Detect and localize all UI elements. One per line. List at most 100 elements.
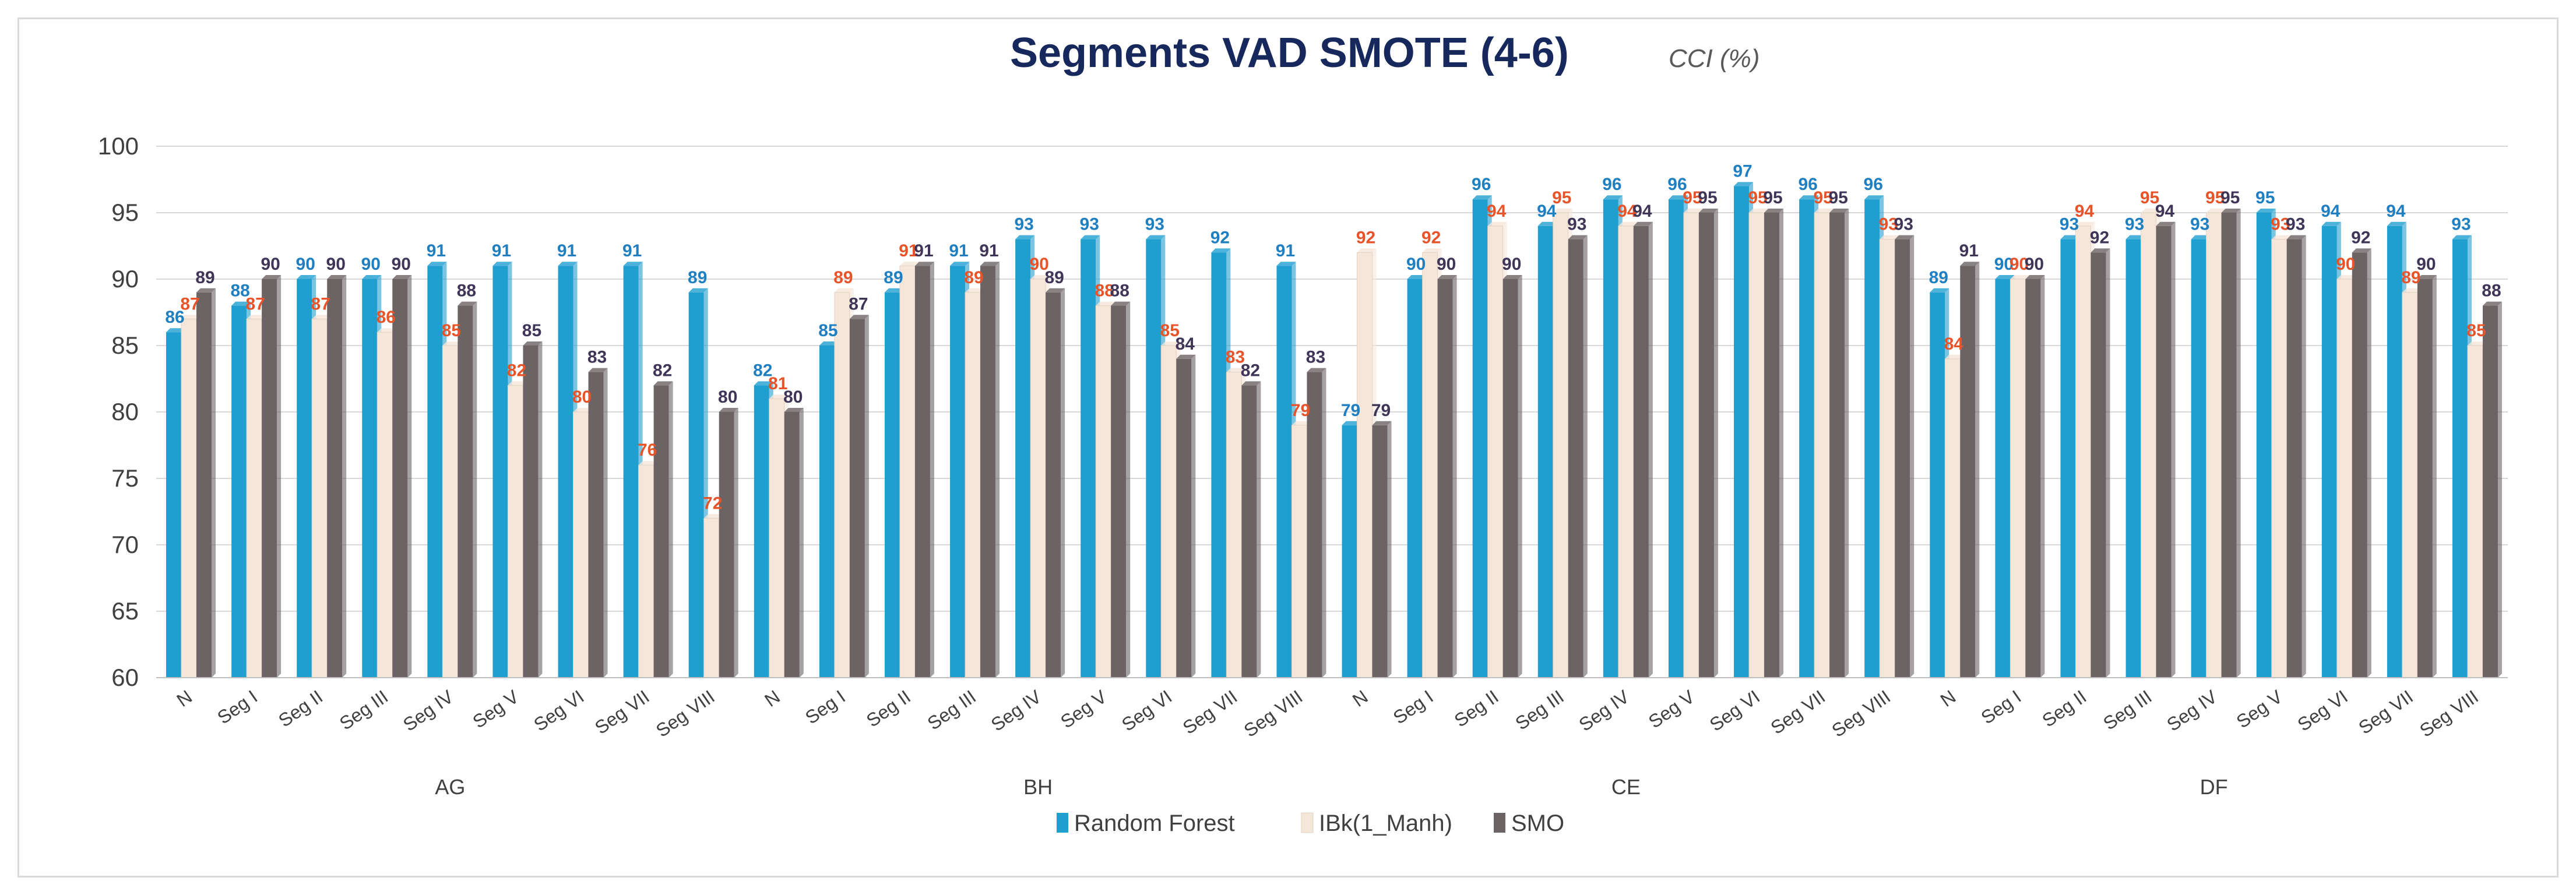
x-tick-label: Seg I xyxy=(801,686,849,728)
bar-top xyxy=(1502,275,1522,279)
data-label: 91 xyxy=(949,241,968,260)
bar-ibk-1-manh- xyxy=(638,464,654,678)
data-label: 93 xyxy=(2451,215,2471,234)
bar-ibk-1-manh- xyxy=(2206,212,2222,678)
bar-top xyxy=(2417,275,2437,279)
bar-top xyxy=(653,381,673,386)
bar-side xyxy=(2497,301,2502,678)
bar-ibk-1-manh- xyxy=(1487,225,1504,678)
bar-top xyxy=(2010,275,2030,279)
bar-smo xyxy=(2221,213,2237,678)
bar-top xyxy=(1487,221,1507,226)
bar-top xyxy=(950,262,970,266)
bar-top xyxy=(1176,354,1196,359)
bar-top xyxy=(2206,209,2226,213)
bar-side xyxy=(1322,368,1326,678)
x-tick-label: Seg I xyxy=(1977,686,2025,728)
bar-top xyxy=(181,315,201,319)
data-label: 92 xyxy=(2351,228,2370,247)
bar-top xyxy=(2191,235,2211,239)
bar-smo xyxy=(653,385,669,678)
bar-ibk-1-manh- xyxy=(311,318,328,678)
bar-top xyxy=(297,275,316,279)
bar-ibk-1-manh- xyxy=(1291,425,1307,678)
bar-smo xyxy=(1829,213,1845,678)
bar-top xyxy=(1422,248,1442,253)
bar-side xyxy=(342,275,347,678)
bar-smo xyxy=(2286,239,2302,678)
bar-top xyxy=(1081,235,1100,239)
bar-top xyxy=(1895,235,1915,239)
bar-top xyxy=(492,262,512,266)
data-label: 84 xyxy=(1944,334,1964,354)
data-label: 93 xyxy=(1145,215,1164,234)
y-tick-label: 75 xyxy=(111,464,139,492)
bar-top xyxy=(573,408,593,412)
bar-random-forest xyxy=(1799,199,1815,678)
bar-top xyxy=(247,315,266,319)
bar-random-forest xyxy=(623,266,639,678)
bar-top xyxy=(1161,341,1181,346)
bar-smo xyxy=(1698,213,1714,678)
bar-top xyxy=(2125,235,2145,239)
bar-top xyxy=(914,262,934,266)
x-tick-label: Seg III xyxy=(2099,686,2155,734)
data-label: 92 xyxy=(1356,228,1375,247)
data-label: 95 xyxy=(2205,188,2225,207)
data-label: 92 xyxy=(2090,228,2109,247)
bar-top xyxy=(1880,235,1899,239)
bar-side xyxy=(603,368,608,678)
y-tick-label: 85 xyxy=(111,332,139,359)
bar-top xyxy=(1111,301,1131,306)
data-label: 94 xyxy=(2155,202,2175,221)
data-label: 89 xyxy=(195,268,214,287)
x-tick-label: N xyxy=(1349,686,1372,711)
bar-side xyxy=(930,262,934,678)
bar-ibk-1-manh- xyxy=(1683,212,1699,678)
bar-ibk-1-manh- xyxy=(1944,358,1961,678)
bar-top xyxy=(1749,209,1769,213)
data-label: 90 xyxy=(361,255,381,274)
x-tick-label: Seg VI xyxy=(1706,686,1764,735)
data-label: 83 xyxy=(587,348,607,367)
bar-smo xyxy=(1046,292,1061,678)
bar-random-forest xyxy=(1081,239,1096,678)
x-tick-label: Seg VIII xyxy=(652,686,719,741)
bar-ibk-1-manh- xyxy=(1553,212,1569,678)
bar-smo xyxy=(980,266,996,678)
x-tick-label: Seg V xyxy=(2233,686,2287,732)
data-label: 90 xyxy=(392,255,411,274)
bar-smo xyxy=(2417,279,2433,678)
bar-top xyxy=(1764,209,1784,213)
bar-smo xyxy=(1895,239,1910,678)
bar-top xyxy=(2060,235,2080,239)
bar-top xyxy=(2402,288,2422,293)
bar-top xyxy=(1568,235,1588,239)
x-tick-label: Seg I xyxy=(213,686,261,728)
bar-top xyxy=(1046,288,1065,293)
data-label: 95 xyxy=(1552,188,1571,207)
data-label: 93 xyxy=(1879,215,1898,234)
data-label: 89 xyxy=(884,268,903,287)
bar-top xyxy=(965,288,985,293)
bar-ibk-1-manh- xyxy=(1357,252,1373,678)
bar-top xyxy=(1960,262,1980,266)
bar-top xyxy=(980,262,1000,266)
data-label: 95 xyxy=(2140,188,2159,207)
bar-random-forest xyxy=(1537,225,1553,678)
bar-smo xyxy=(2025,279,2041,678)
data-label: 82 xyxy=(1241,361,1260,380)
x-tick-label: Seg II xyxy=(1451,686,1502,731)
bar-ibk-1-manh- xyxy=(769,398,785,678)
bar-ibk-1-manh- xyxy=(376,332,393,678)
bar-ibk-1-manh- xyxy=(1030,279,1046,678)
bar-side xyxy=(1845,209,1849,678)
bar-side xyxy=(864,315,869,678)
bar-smo xyxy=(2156,225,2172,678)
x-tick-label: Seg VI xyxy=(1118,686,1176,735)
data-label: 96 xyxy=(1667,175,1687,194)
data-label: 95 xyxy=(1698,188,1717,207)
data-label: 91 xyxy=(557,241,576,260)
x-tick-label: Seg V xyxy=(1645,686,1699,732)
data-label: 93 xyxy=(2271,215,2290,234)
